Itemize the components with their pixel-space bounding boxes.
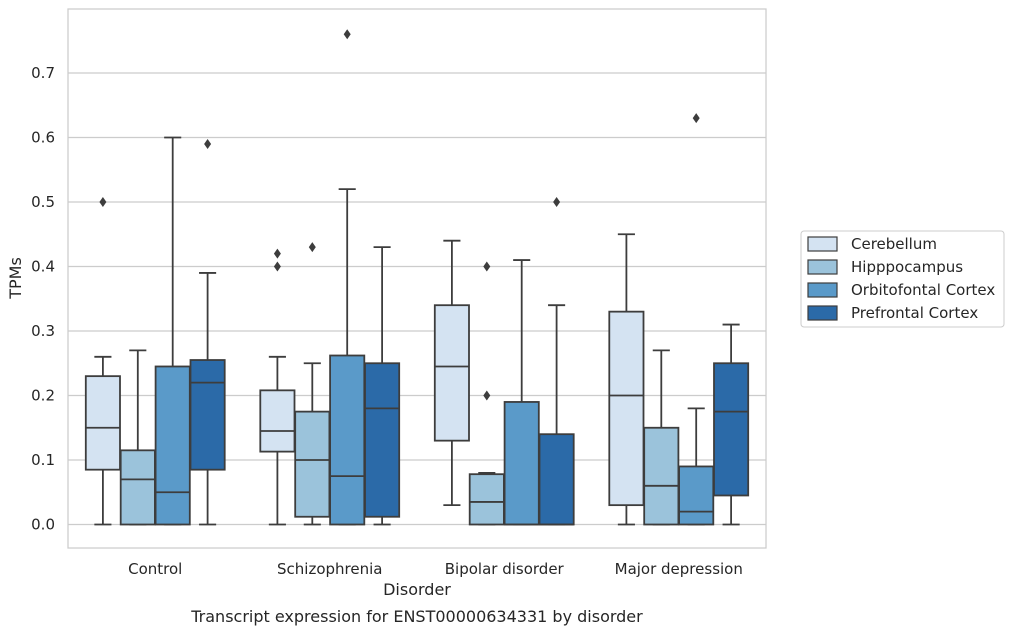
outlier-0 [553, 197, 561, 207]
outlier-1 [483, 261, 491, 272]
box-body [433, 304, 470, 442]
outlier-0 [343, 29, 351, 40]
box-2-1 [468, 261, 505, 526]
box-0-2 [154, 136, 191, 526]
legend-frame [800, 230, 1005, 328]
y-tick-labels: 0.0 0.1 0.2 0.3 0.4 0.5 0.6 0.7 [31, 64, 55, 534]
box-body [503, 401, 540, 526]
box-body [329, 354, 366, 526]
box-body [119, 449, 156, 526]
outlier-0 [692, 113, 700, 124]
box-body [154, 365, 191, 526]
x-tick-label-2: Bipolar disorder [445, 560, 565, 578]
legend-label-3: Prefrontal Cortex [851, 304, 978, 322]
box-body [538, 433, 575, 526]
outlier-0 [308, 242, 316, 253]
box-3-1 [643, 349, 680, 526]
outlier-0 [204, 138, 212, 149]
box-body [364, 362, 401, 518]
box-3-0 [608, 233, 645, 526]
y-tick-label-7: 0.7 [31, 64, 55, 82]
legend-swatch-3 [807, 305, 838, 321]
outlier-1 [273, 248, 281, 259]
legend-swatch-0 [807, 236, 838, 252]
box-body [713, 362, 750, 497]
box-0-3 [189, 138, 226, 526]
box-2-2 [503, 259, 540, 526]
box-body [468, 473, 505, 526]
y-tick-label-6: 0.6 [31, 129, 55, 147]
box-3-2 [678, 113, 715, 526]
x-tick-label-1: Schizophrenia [277, 560, 382, 578]
box-body [259, 389, 296, 453]
legend: Cerebellum Hipppocampus Orbitofontal Corte… [800, 230, 1005, 328]
box-body [84, 375, 121, 471]
outlier-0 [99, 197, 107, 207]
box-0-1 [119, 349, 156, 526]
box-3-3 [713, 323, 750, 526]
legend-swatch-2 [807, 282, 838, 298]
y-tick-label-1: 0.1 [31, 451, 55, 469]
x-axis-title: Disorder [383, 580, 451, 599]
x-tick-label-3: Major depression [615, 560, 743, 578]
legend-label-2: Orbitofontal Cortex [851, 281, 995, 299]
y-tick-label-0: 0.0 [31, 516, 55, 534]
plot-frame [67, 8, 767, 549]
box-1-0 [259, 248, 296, 526]
boxes-layer [84, 29, 750, 526]
box-body [608, 310, 645, 507]
box-2-3 [538, 197, 575, 526]
outlier-0 [483, 390, 491, 401]
y-tick-label-2: 0.2 [31, 387, 55, 405]
box-1-2 [329, 29, 366, 526]
y-tick-label-5: 0.5 [31, 193, 55, 211]
y-tick-label-4: 0.4 [31, 258, 55, 276]
box-0-0 [84, 197, 121, 526]
chart-caption: Transcript expression for ENST0000063433… [190, 607, 643, 626]
legend-swatch-1 [807, 259, 838, 275]
legend-label-1: Hipppocampus [851, 258, 963, 276]
box-body [294, 410, 331, 518]
box-body [189, 359, 226, 471]
x-tick-labels: Control Schizophrenia Bipolar disorder Majo… [128, 560, 743, 578]
y-tick-label-3: 0.3 [31, 322, 55, 340]
box-1-3 [364, 246, 401, 526]
outlier-0 [273, 261, 281, 272]
x-tick-label-0: Control [128, 560, 182, 578]
y-axis-title: TPMs [6, 257, 25, 300]
box-2-0 [433, 239, 470, 507]
box-1-1 [294, 242, 331, 526]
box-body [643, 426, 680, 526]
legend-label-0: Cerebellum [851, 235, 937, 253]
box-body [678, 465, 715, 526]
